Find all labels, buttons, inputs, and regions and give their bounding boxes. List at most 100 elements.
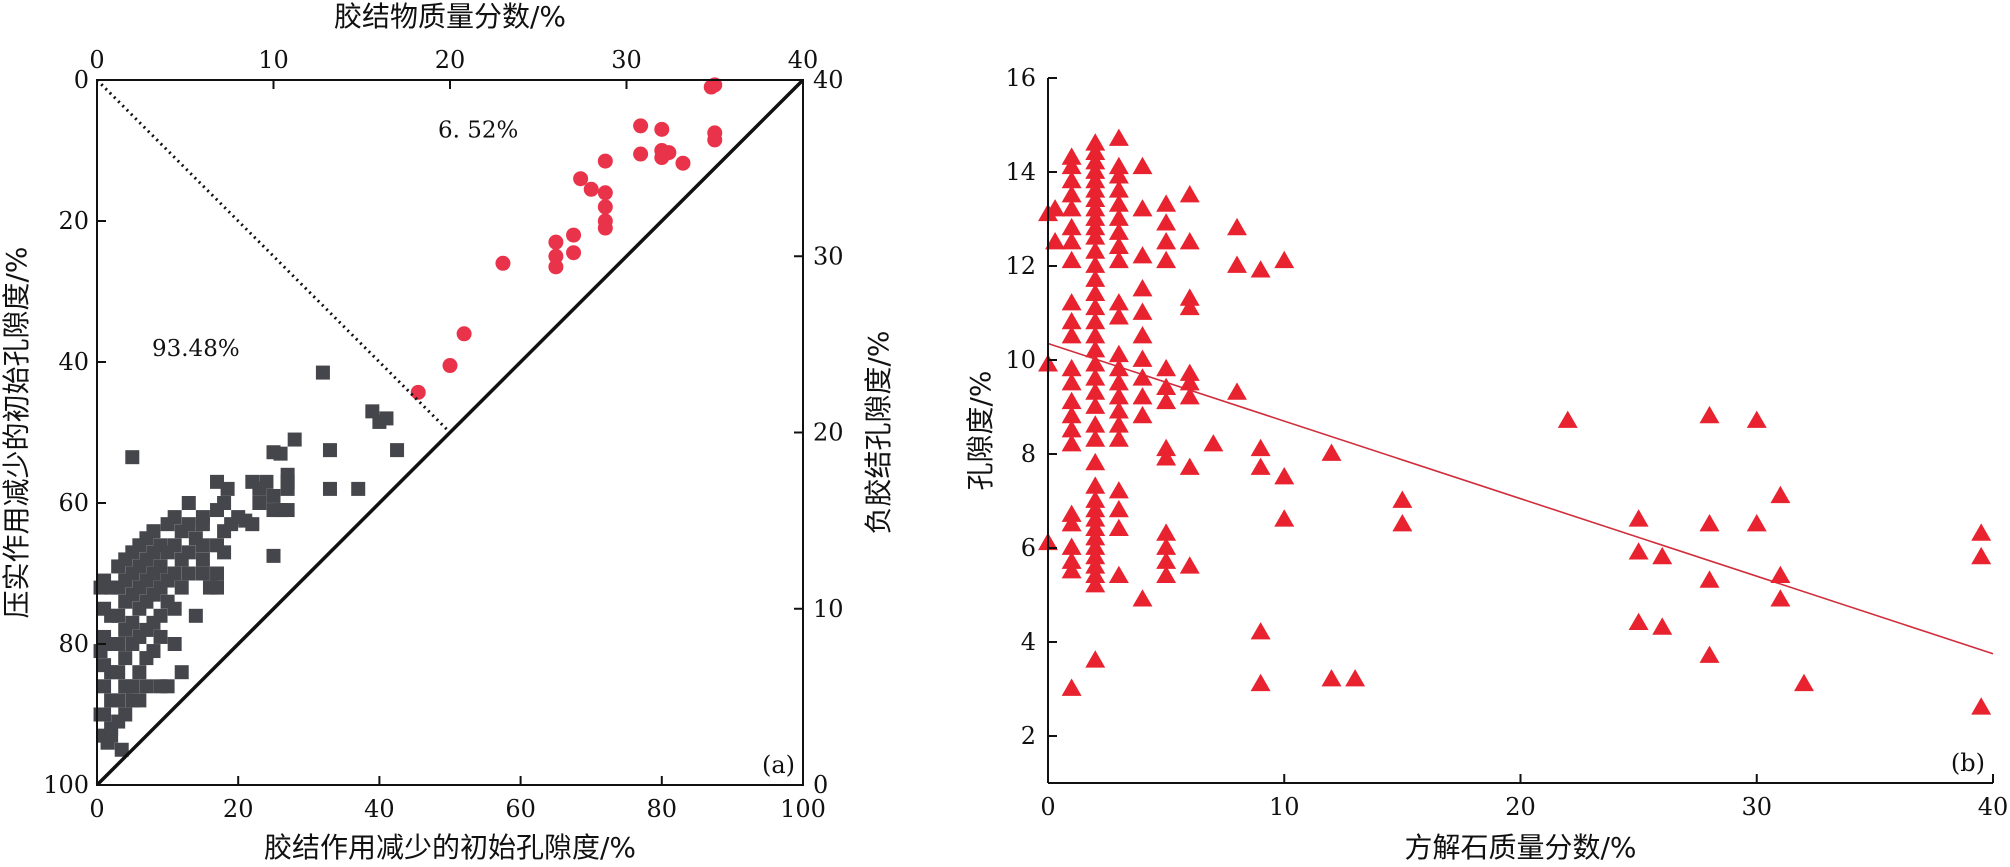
panel-b-label: (b)	[1951, 749, 1985, 777]
panel-b-ticks: 0 10 20 30 40 2 4 6 8 10 12 14 16	[1005, 64, 2008, 821]
panel-b-point-triangle-49	[1085, 382, 1106, 400]
panel-a-point-circle-22	[675, 155, 691, 171]
panel-b-point-triangle-89	[1132, 199, 1153, 217]
panel-b-point-triangle-38	[1085, 227, 1106, 245]
panel-b-point-triangle-22	[1061, 504, 1082, 522]
panel-b-point-triangle-69	[1108, 180, 1129, 198]
panel-b-point-triangle-75	[1108, 293, 1129, 311]
panel-b-point-triangle-11	[1061, 232, 1082, 250]
panel-a-point-square-120	[220, 481, 235, 496]
panel-b-point-triangle-41	[1085, 269, 1106, 287]
panel-b-point-triangle-40	[1085, 255, 1106, 273]
panel-b-point-triangle-50	[1085, 396, 1106, 414]
panel-a-point-square-89	[118, 622, 133, 637]
panel-b-point-triangle-71	[1108, 208, 1129, 226]
panel-a-point-square-121	[160, 679, 175, 694]
panel-a-point-circle-9	[573, 171, 589, 187]
panel-a-point-square-128	[132, 693, 147, 708]
panel-a-point-square-34	[195, 517, 210, 532]
panel-b-point-triangle-62	[1085, 556, 1106, 574]
panel-b-point-triangle-85	[1108, 499, 1129, 518]
panel-b-point-triangle-130	[1274, 250, 1295, 269]
panel-b-point-triangle-25	[1061, 551, 1082, 569]
panel-b-point-triangle-129	[1250, 673, 1271, 692]
panel-a-point-circle-7	[566, 227, 582, 243]
panel-b-point-triangle-133	[1321, 443, 1342, 461]
panel-b-point-triangle-117	[1179, 373, 1200, 391]
panel-a-point-square-46	[174, 552, 189, 567]
panel-b-point-triangle-16	[1061, 358, 1082, 377]
panel-b-point-triangle-149	[1746, 514, 1767, 532]
panel-b-point-triangle-138	[1557, 410, 1578, 428]
panel-b-point-triangle-52	[1085, 429, 1106, 447]
panel-b-point-triangle-83	[1108, 429, 1129, 447]
panel-a-point-square-37	[210, 566, 225, 581]
panel-a-top-axis-label: 胶结物质量分数/%	[334, 0, 566, 33]
panel-b-point-triangle-67	[1108, 156, 1129, 175]
panel-b-point-triangle-8	[1061, 185, 1082, 203]
panel-b-point-triangle-139	[1628, 509, 1649, 527]
panel-a-point-square-106	[97, 629, 112, 644]
panel-a-point-square-60	[153, 629, 168, 644]
panel-b-point-triangle-151	[1770, 565, 1791, 584]
panel-b-point-triangle-68	[1108, 166, 1129, 184]
panel-a-y-tick-label-0: 0	[74, 66, 89, 94]
panel-b-point-triangle-28	[1085, 133, 1106, 151]
panel-a-top-tick-label-2: 20	[435, 46, 466, 74]
panel-a-point-circle-12	[597, 185, 613, 201]
panel-b-point-triangle-146	[1699, 570, 1720, 588]
panel-a-point-square-36	[195, 552, 210, 567]
panel-a-point-circle-24	[707, 77, 723, 93]
panel-b-point-triangle-42	[1085, 283, 1106, 302]
panel-b-trend-line	[1047, 342, 1994, 655]
panel-b-point-triangle-104	[1156, 377, 1177, 396]
panel-b-point-triangle-84	[1108, 481, 1129, 499]
panel-a-point-square-21	[280, 481, 295, 496]
panel-b-point-triangle-94	[1132, 349, 1153, 367]
panel-b-point-triangle-15	[1061, 326, 1082, 344]
panel-a-point-square-47	[174, 580, 189, 595]
panel-b-point-triangle-20	[1061, 420, 1082, 438]
panel-b-point-triangle-10	[1061, 217, 1082, 236]
panel-a-point-circle-11	[597, 153, 613, 169]
panel-a-point-square-39	[195, 566, 210, 581]
panel-b-y-tick-label-2: 6	[1021, 534, 1036, 562]
panel-b-point-triangle-34	[1085, 189, 1106, 208]
panel-a-point-square-1	[390, 443, 405, 458]
panel-b-point-triangle-76	[1108, 307, 1129, 325]
panel-b-point-triangle-136	[1392, 490, 1413, 508]
panel-a-point-circle-17	[633, 146, 649, 162]
panel-b-y-tick-label-6: 14	[1005, 158, 1036, 186]
panel-a-point-square-30	[217, 524, 232, 539]
panel-b-point-triangle-105	[1156, 391, 1177, 410]
panel-b-point-triangle-61	[1085, 546, 1106, 565]
panel-b-point-triangle-29	[1085, 142, 1106, 161]
panel-a-point-square-32	[217, 545, 232, 560]
panel-a-top-tick-label-0: 0	[89, 46, 104, 74]
panel-b-point-triangle-36	[1085, 208, 1106, 226]
panel-b-point-triangle-95	[1132, 368, 1153, 386]
panel-b-point-triangle-37	[1085, 217, 1106, 236]
panel-a-point-square-91	[118, 679, 133, 694]
panel-b-point-triangle-102	[1156, 250, 1177, 269]
panel-b-point-triangle-31	[1085, 161, 1106, 179]
panel-a-point-square-76	[132, 601, 147, 616]
panel-a-point-square-8	[287, 432, 302, 447]
panel-a-point-circle-3	[495, 255, 511, 271]
panel-b-point-triangle-21	[1061, 434, 1082, 452]
panel-a-point-square-22	[266, 503, 281, 518]
panel-b-point-triangle-65	[1085, 650, 1106, 668]
panel-b-point-triangle-121	[1203, 434, 1224, 452]
panel-a-point-square-102	[104, 693, 119, 708]
panel-a-point-square-79	[125, 450, 140, 465]
panel-b-point-triangle-155	[1971, 546, 1992, 565]
panel-a-point-square-112	[93, 644, 108, 659]
panel-b-point-triangle-82	[1108, 415, 1129, 433]
panel-a-y-axis-label: 压实作用减少的初始孔隙度/%	[0, 246, 33, 618]
panel-b-point-triangle-30	[1085, 152, 1106, 170]
panel-b-point-triangle-141	[1628, 612, 1649, 631]
panel-b-point-triangle-86	[1108, 518, 1129, 537]
panel-b-point-triangle-79	[1108, 373, 1129, 391]
